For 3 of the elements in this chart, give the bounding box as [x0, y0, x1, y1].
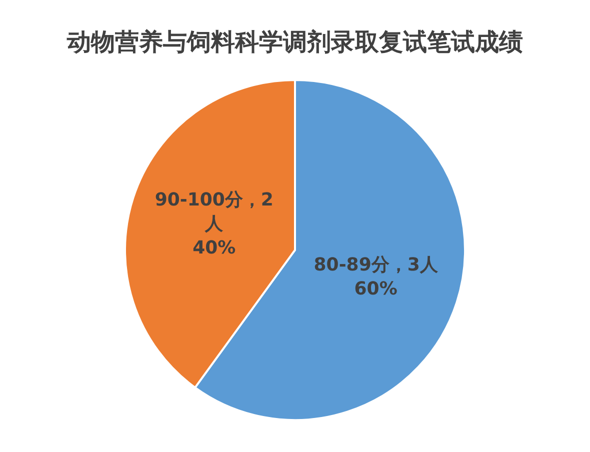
slice-label: 90-100分，2 人 40%: [154, 190, 274, 259]
slice-label: 80-89分，3人 60%: [314, 254, 439, 300]
chart-title: 动物营养与饲料科学调剂录取复试笔试成绩: [66, 28, 523, 56]
